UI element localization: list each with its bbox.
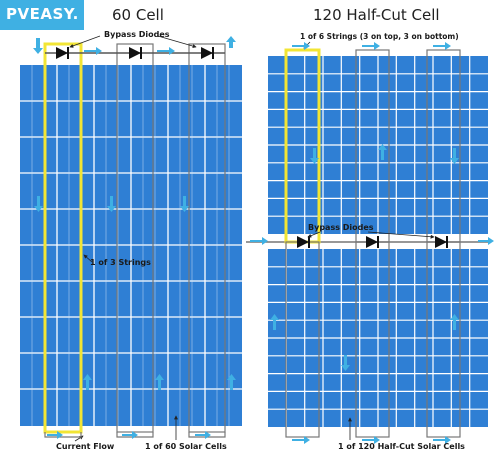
arrow-left-down-edge <box>33 38 43 54</box>
arrow-top-right-1 <box>84 47 102 55</box>
arrow-r-bottom-1 <box>292 436 310 444</box>
arrow-low-up-2 <box>155 374 164 390</box>
arrow-r-in-left <box>250 237 268 245</box>
panel-60-cell <box>20 35 242 442</box>
arrow-low-up-3 <box>227 374 236 390</box>
bypass-diode-right-2 <box>366 236 379 248</box>
arrow-r-bottom-2 <box>362 436 380 444</box>
bypass-diode-2 <box>129 47 142 59</box>
label-cells-left: 1 of 60 Solar Cells <box>145 442 227 451</box>
arrow-r-bottom-3 <box>433 436 451 444</box>
leader-bypass-left-b <box>157 35 197 48</box>
arrow-bottom-right-3 <box>195 431 211 439</box>
arrow-r-top-up-1 <box>378 144 387 160</box>
arrow-bottom-right-1 <box>47 431 63 439</box>
leader-strings-left <box>83 254 93 263</box>
label-strings-right: 1 of 6 Strings (3 on top, 3 on bottom) <box>300 32 459 41</box>
string-outline-3 <box>188 43 226 433</box>
bypass-diode-3 <box>201 47 214 59</box>
leader-bypass-right-b <box>367 231 435 239</box>
arrow-r-top-3 <box>433 42 451 50</box>
string-outline-2 <box>116 43 154 433</box>
label-strings-left: 1 of 3 Strings <box>90 258 151 267</box>
arrow-mid-down-3 <box>180 196 189 212</box>
panel-60-grid <box>20 65 242 426</box>
arrow-left-up-edge <box>226 36 236 48</box>
arrow-bottom-right-2 <box>122 431 138 439</box>
title-120-half-cut: 120 Half-Cut Cell <box>313 6 440 24</box>
arrow-r-bot-down-1 <box>341 355 350 371</box>
label-bypass-diodes-right: Bypass Diodes <box>308 223 374 232</box>
leader-bypass-right-a <box>307 231 321 238</box>
string-highlight-left <box>43 42 83 434</box>
leader-bypass-left-a <box>69 35 101 48</box>
arrow-mid-down-2 <box>107 196 116 212</box>
arrow-top-right-2 <box>157 47 175 55</box>
arrow-r-out-right <box>478 237 494 245</box>
label-bypass-diodes-left: Bypass Diodes <box>104 30 170 39</box>
bypass-diode-right-1 <box>297 236 310 248</box>
pveasy-logo: PVEASY. <box>0 0 84 30</box>
panel-120-half-cut <box>246 41 494 444</box>
arrow-r-bot-up-1 <box>270 314 279 330</box>
bottom-loop-1 <box>44 432 82 438</box>
arrow-r-top-2 <box>362 42 380 50</box>
leader-current-flow <box>74 435 84 442</box>
logo-text: PVEASY. <box>6 5 79 23</box>
arrow-r-bot-up-2 <box>450 314 459 330</box>
label-current-flow: Current Flow <box>56 442 115 451</box>
current-arrows-left <box>33 36 236 439</box>
current-arrows-right <box>250 42 494 444</box>
arrow-mid-down-1 <box>34 196 43 212</box>
arrow-r-top-down-1 <box>310 148 319 164</box>
label-cells-right: 1 of 120 Half-Cut Solar Cells <box>338 442 465 451</box>
bypass-diode-1 <box>56 47 69 59</box>
title-60-cell: 60 Cell <box>112 6 164 24</box>
bypass-diode-right-3 <box>435 236 448 248</box>
arrow-low-up-1 <box>83 374 92 390</box>
arrow-r-top-1 <box>292 42 310 50</box>
panel-120-grid-h <box>268 73 488 410</box>
arrow-r-top-down-2 <box>450 148 459 164</box>
